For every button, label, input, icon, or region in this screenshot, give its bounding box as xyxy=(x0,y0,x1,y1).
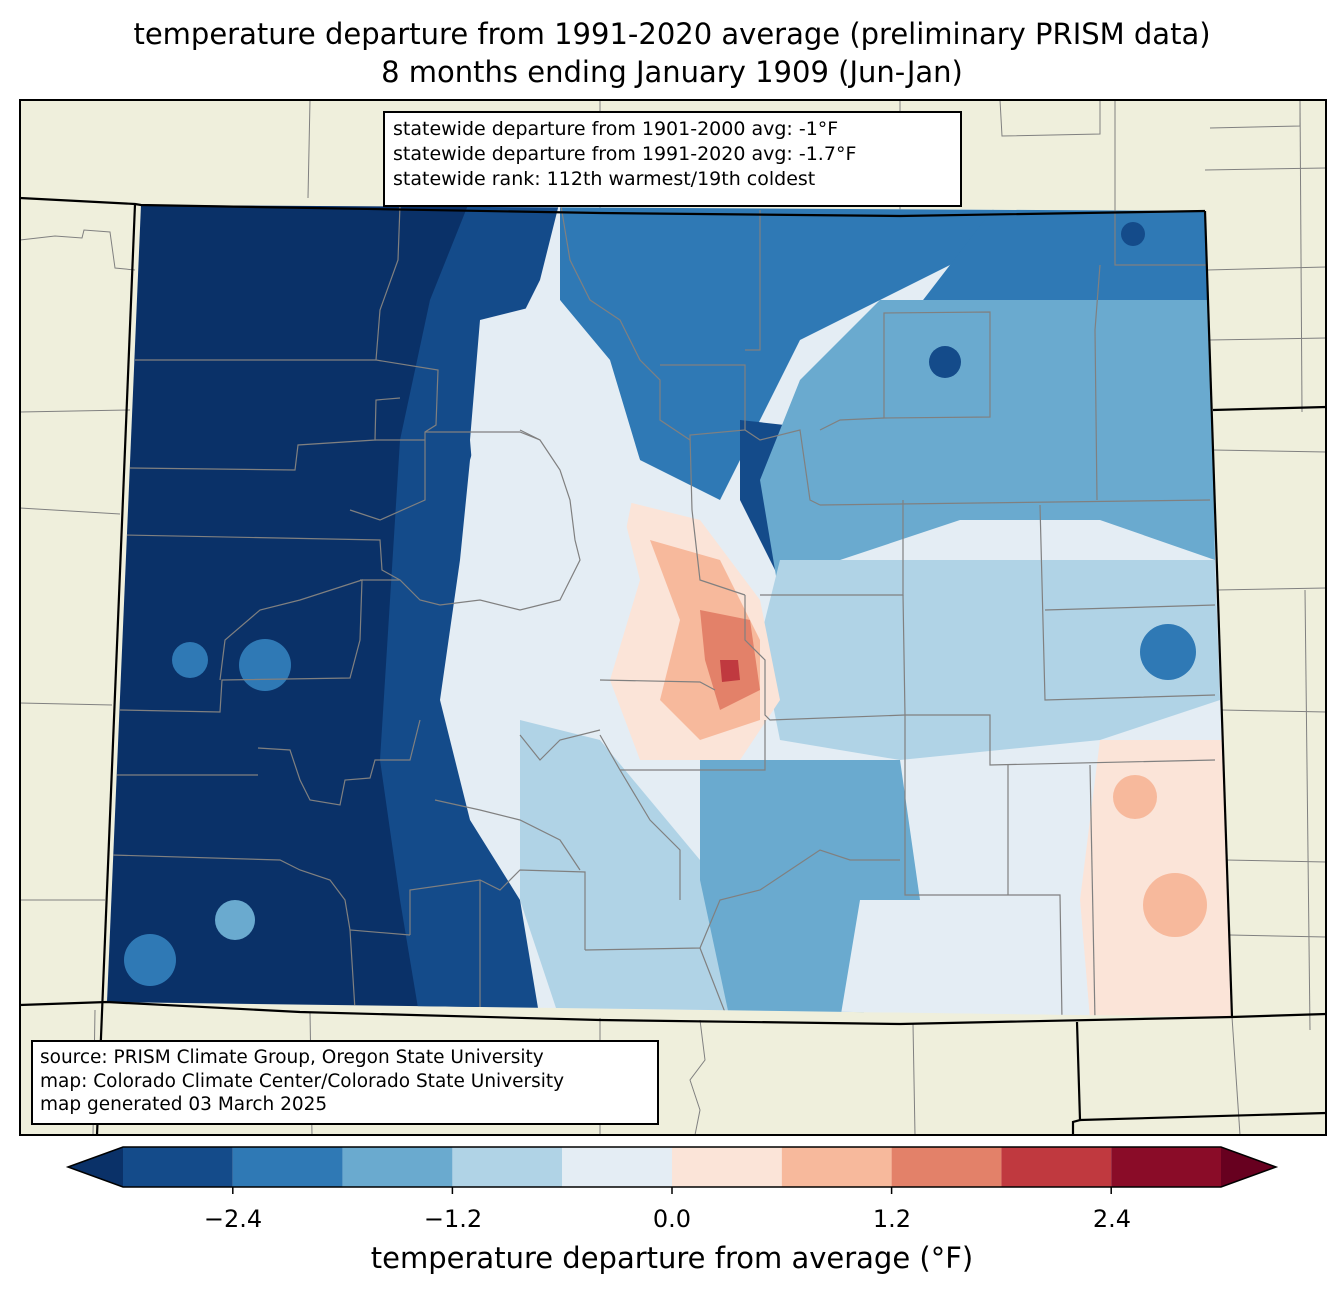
colorbar-outline xyxy=(65,1146,1279,1188)
colorbar-bin xyxy=(1111,1147,1221,1187)
county-boundaries xyxy=(111,205,1216,1017)
credits-box: source: PRISM Climate Group, Oregon Stat… xyxy=(31,1040,659,1125)
colorbar-tick-label: −2.4 xyxy=(203,1205,263,1233)
colorbar-bin xyxy=(672,1147,782,1187)
state-boundaries xyxy=(19,196,1327,1136)
colorbar-tick-label: 2.4 xyxy=(1092,1205,1132,1233)
colorbar-bin xyxy=(452,1147,563,1187)
colorbar-under-arrow xyxy=(68,1147,123,1187)
stats-line-2: statewide departure from 1991-2020 avg: … xyxy=(393,143,857,165)
credits-line-2: map: Colorado Climate Center/Colorado St… xyxy=(40,1070,565,1092)
map-frame xyxy=(19,99,1327,1136)
stats-line-1: statewide departure from 1901-2000 avg: … xyxy=(393,118,839,140)
colorbar-label: temperature departure from average (°F) xyxy=(370,1241,974,1275)
colorbar-tick-label: −1.2 xyxy=(423,1205,483,1233)
colorbar xyxy=(65,1146,1279,1194)
stats-line-3: statewide rank: 112th warmest/19th colde… xyxy=(393,168,816,190)
colorbar-tick-label: 1.2 xyxy=(872,1205,912,1233)
colorbar-bin xyxy=(562,1147,672,1187)
temperature-field xyxy=(107,205,1232,1017)
colorbar-bin xyxy=(1001,1147,1112,1187)
colorbar-bin xyxy=(342,1147,453,1187)
colorbar-bin xyxy=(781,1147,892,1187)
colorbar-bin xyxy=(123,1147,233,1187)
statewide-stats-box: statewide departure from 1901-2000 avg: … xyxy=(383,111,962,207)
colorbar-bin xyxy=(232,1147,343,1187)
colorbar-bin xyxy=(891,1147,1002,1187)
colorbar-over-arrow xyxy=(1221,1147,1276,1187)
credits-line-1: source: PRISM Climate Group, Oregon Stat… xyxy=(40,1047,544,1068)
credits-line-3: map generated 03 March 2025 xyxy=(40,1094,328,1115)
map-title: temperature departure from 1991-2020 ave… xyxy=(133,17,1211,51)
colorbar-tick-label: 0.0 xyxy=(652,1205,692,1233)
map-subtitle: 8 months ending January 1909 (Jun-Jan) xyxy=(381,55,963,89)
